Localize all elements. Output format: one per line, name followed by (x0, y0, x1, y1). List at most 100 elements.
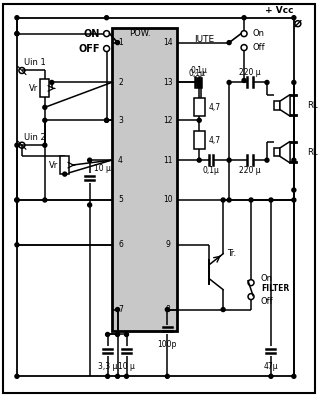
Text: RL: RL (307, 101, 317, 110)
Text: On: On (252, 29, 264, 38)
Circle shape (15, 32, 19, 36)
Text: 3: 3 (118, 116, 123, 125)
Circle shape (15, 32, 19, 36)
Text: 10: 10 (164, 195, 173, 204)
Text: 4,7: 4,7 (208, 103, 220, 112)
Circle shape (43, 105, 47, 109)
Circle shape (249, 198, 253, 202)
Bar (40, 79, 49, 97)
Circle shape (105, 118, 108, 122)
Circle shape (115, 308, 120, 312)
Text: 12: 12 (164, 116, 173, 125)
Text: Off: Off (261, 297, 274, 306)
Circle shape (50, 81, 54, 85)
Text: 0,1μ: 0,1μ (203, 166, 219, 175)
Bar (194, 131, 205, 149)
Text: 6: 6 (118, 240, 123, 249)
Circle shape (227, 81, 231, 85)
Circle shape (15, 143, 19, 147)
Circle shape (221, 198, 225, 202)
Circle shape (124, 374, 129, 378)
Text: 47μ: 47μ (263, 362, 278, 371)
Circle shape (227, 198, 231, 202)
Circle shape (43, 143, 47, 147)
Text: 8: 8 (166, 305, 171, 314)
Text: Vr: Vr (29, 84, 39, 93)
Circle shape (63, 172, 67, 176)
Text: Tr.: Tr. (227, 249, 236, 258)
Text: 0,1μ: 0,1μ (189, 69, 206, 78)
Text: 0,1μ: 0,1μ (191, 66, 208, 75)
Circle shape (15, 198, 19, 202)
Circle shape (106, 332, 109, 337)
Circle shape (265, 158, 269, 162)
Text: IUTE: IUTE (194, 35, 214, 44)
Circle shape (115, 332, 120, 337)
Circle shape (15, 198, 19, 202)
Circle shape (265, 81, 269, 85)
Circle shape (197, 81, 201, 85)
Circle shape (88, 158, 92, 162)
Circle shape (115, 40, 120, 44)
Text: + Vcc: + Vcc (265, 6, 293, 15)
Circle shape (88, 203, 92, 207)
Text: 4,7: 4,7 (208, 136, 220, 145)
Circle shape (15, 243, 19, 247)
Text: 3,3 μ: 3,3 μ (98, 362, 117, 371)
Text: 9: 9 (166, 240, 171, 249)
Text: 2: 2 (118, 78, 123, 87)
Text: 10 μ: 10 μ (118, 362, 135, 371)
Text: 13: 13 (164, 78, 173, 87)
Circle shape (165, 374, 169, 378)
Text: Uin 1: Uin 1 (24, 58, 46, 67)
Circle shape (292, 158, 296, 162)
Circle shape (242, 16, 246, 20)
Text: 10 μ: 10 μ (94, 164, 110, 173)
Text: 100p: 100p (158, 340, 177, 349)
Bar (60, 156, 69, 174)
Circle shape (105, 16, 108, 20)
Text: On: On (261, 274, 273, 283)
Text: POW.: POW. (130, 29, 151, 38)
Circle shape (292, 198, 296, 202)
Polygon shape (280, 94, 290, 116)
Text: 11: 11 (164, 156, 173, 165)
Circle shape (43, 118, 47, 122)
Bar (194, 98, 205, 116)
Circle shape (15, 16, 19, 20)
Text: FILTER: FILTER (261, 284, 289, 293)
Text: Uin 2: Uin 2 (24, 133, 46, 142)
Circle shape (269, 374, 273, 378)
Text: RL: RL (307, 148, 317, 157)
Circle shape (221, 308, 225, 312)
Text: 220 μ: 220 μ (239, 68, 261, 77)
Circle shape (15, 198, 19, 202)
Text: 14: 14 (164, 38, 173, 47)
Text: 5: 5 (118, 195, 123, 204)
Circle shape (106, 374, 109, 378)
Text: 7: 7 (118, 305, 123, 314)
Circle shape (124, 332, 129, 337)
Text: Off: Off (252, 43, 265, 52)
Circle shape (292, 374, 296, 378)
Text: ON: ON (83, 29, 100, 39)
Circle shape (15, 374, 19, 378)
Text: 4: 4 (118, 156, 123, 165)
Circle shape (43, 198, 47, 202)
Circle shape (292, 188, 296, 192)
Circle shape (197, 81, 201, 85)
Circle shape (105, 118, 108, 122)
Circle shape (269, 198, 273, 202)
Circle shape (197, 118, 201, 122)
Text: 1: 1 (118, 38, 123, 47)
Circle shape (115, 374, 120, 378)
Circle shape (227, 40, 231, 44)
Bar (112, 28, 177, 331)
Text: 220 μ: 220 μ (239, 166, 261, 175)
Circle shape (292, 81, 296, 85)
Circle shape (292, 16, 296, 20)
Circle shape (197, 158, 201, 162)
Bar (274, 148, 280, 156)
Circle shape (242, 79, 246, 83)
Circle shape (227, 158, 231, 162)
